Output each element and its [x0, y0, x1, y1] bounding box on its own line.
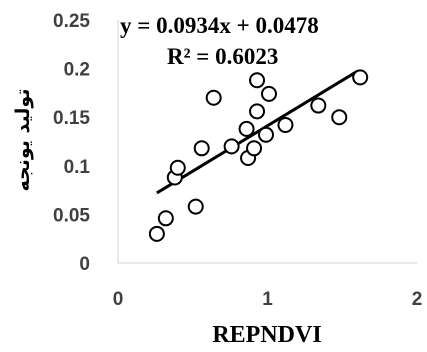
data-point	[205, 89, 222, 106]
data-point	[157, 210, 174, 227]
x-tick-label: 1	[262, 289, 273, 310]
y-tick-label: 0.05	[53, 205, 90, 226]
data-point	[260, 85, 277, 102]
data-point	[193, 140, 210, 157]
trendline-group	[156, 70, 358, 195]
equation-label: y = 0.0934x + 0.0478	[120, 13, 319, 38]
r-squared-label: R² = 0.6023	[167, 44, 278, 69]
y-tick-label: 0.2	[64, 60, 90, 81]
data-point	[258, 126, 275, 143]
data-point	[169, 159, 186, 176]
data-point	[249, 72, 266, 89]
data-point	[352, 69, 369, 86]
data-point	[246, 140, 263, 157]
data-point	[277, 116, 294, 133]
data-point	[310, 97, 327, 114]
data-point	[148, 225, 165, 242]
axes	[117, 20, 417, 264]
tick-labels: 0 0.05 0.1 0.15 0.2 0.25 0 1 2	[53, 11, 422, 310]
data-point	[223, 138, 240, 155]
x-tick-label: 2	[412, 289, 423, 310]
x-axis-title: REPNDVI	[212, 322, 321, 348]
y-tick-label: 0.15	[53, 108, 90, 129]
y-axis-title: تولید یونجه	[12, 89, 34, 192]
data-point	[238, 120, 255, 137]
data-point	[331, 109, 348, 126]
data-point	[249, 103, 266, 120]
data-point	[187, 198, 204, 215]
y-tick-label: 0	[79, 254, 90, 275]
y-tick-label: 0.25	[53, 11, 90, 32]
x-tick-label: 0	[113, 289, 124, 310]
trendline	[156, 70, 358, 195]
y-tick-label: 0.1	[64, 157, 91, 178]
data-points	[148, 69, 369, 242]
